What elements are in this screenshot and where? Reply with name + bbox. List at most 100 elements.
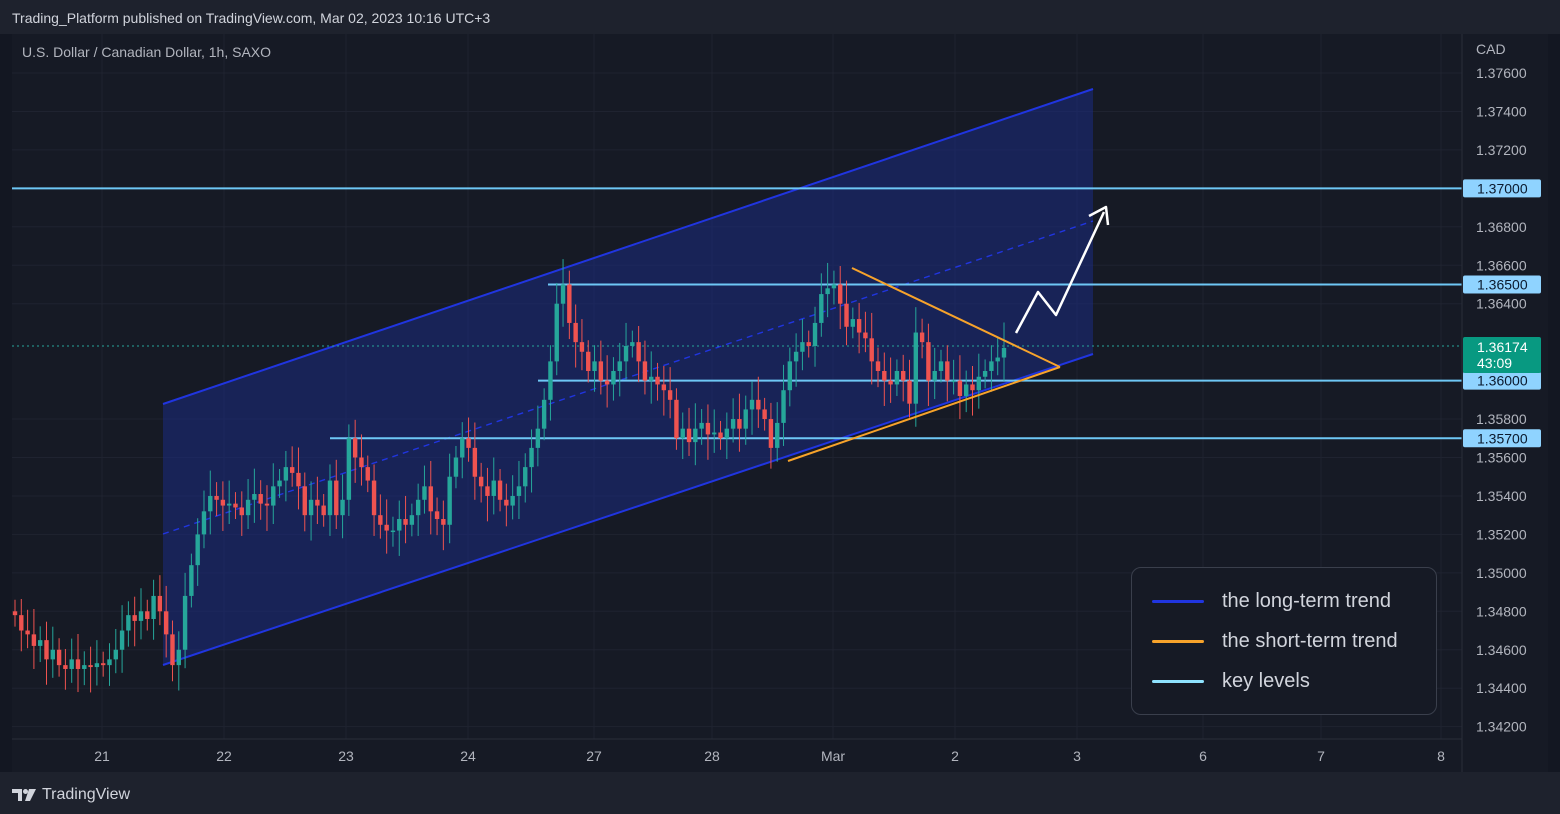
candle-body	[762, 409, 767, 420]
candle-body	[126, 615, 131, 631]
price-tick-label: 1.36400	[1476, 296, 1527, 312]
candle-body	[730, 419, 736, 429]
candle-body	[812, 322, 818, 346]
candle-body	[378, 515, 383, 525]
legend-label: the long-term trend	[1222, 590, 1391, 612]
legend-item-key-levels: key levels	[1152, 670, 1310, 693]
candle-body	[182, 595, 188, 650]
candle-body	[926, 342, 931, 381]
symbol-title[interactable]: U.S. Dollar / Canadian Dollar, 1h, SAXO	[22, 44, 272, 60]
candle-body	[667, 390, 673, 400]
key-level-lines	[12, 187, 1462, 440]
key-level-labels: 1.37000 1.36500 1.36000 1.35700	[1463, 179, 1541, 448]
candle-body	[289, 467, 295, 473]
candle-body	[718, 432, 723, 439]
candle-body	[686, 428, 692, 443]
candle-body	[397, 519, 402, 531]
candle-body	[447, 476, 452, 525]
time-tick-label: 23	[338, 748, 354, 764]
candle-body	[573, 322, 578, 343]
channel-upper-line	[162, 88, 1094, 405]
candle-body	[138, 611, 144, 621]
candle-body	[712, 432, 717, 435]
candle-body	[579, 342, 585, 352]
key-level-badge	[1463, 275, 1541, 294]
candle-body	[548, 361, 553, 400]
price-tick-label: 1.34600	[1476, 642, 1527, 658]
candle-body	[176, 649, 181, 666]
candle-body	[100, 663, 106, 666]
candle-body	[932, 370, 937, 381]
candles	[12, 259, 1007, 693]
candle-body	[856, 319, 862, 333]
candle-body	[340, 499, 345, 516]
candle-body	[157, 595, 163, 612]
candle-body	[995, 357, 1000, 362]
time-tick-label: 6	[1199, 748, 1207, 764]
candle-body	[516, 486, 522, 496]
candle-body	[838, 284, 843, 304]
candle-body	[541, 399, 547, 429]
price-tick-label: 1.34800	[1476, 603, 1527, 619]
key-level-value: 1.35700	[1477, 430, 1528, 446]
candle-body	[806, 342, 811, 346]
candle-body	[460, 438, 465, 458]
candle-body	[441, 519, 446, 525]
price-tick-label: 1.35400	[1476, 488, 1527, 504]
candle-body	[327, 480, 333, 516]
candle-body	[384, 524, 389, 531]
tradingview-brand[interactable]: TradingView	[12, 786, 130, 804]
price-tick-label: 1.34400	[1476, 680, 1527, 696]
candle-body	[485, 486, 490, 496]
candle-body	[472, 447, 478, 477]
time-tick-label: 24	[460, 748, 476, 764]
bar-countdown: 43:09	[1477, 355, 1512, 371]
candle-body	[970, 384, 975, 391]
time-tick-label: 7	[1317, 748, 1325, 764]
last-price-label: 1.36174 43:09	[1463, 337, 1541, 373]
candle-body	[63, 665, 68, 669]
candle-body	[636, 342, 641, 362]
candle-body	[315, 499, 320, 506]
time-tick-label: 2	[951, 748, 959, 764]
candle-body	[938, 361, 944, 371]
candle-body	[25, 630, 30, 635]
candle-body	[529, 447, 534, 468]
candle-body	[768, 419, 774, 448]
price-tick-label: 1.37400	[1476, 103, 1527, 119]
candle-body	[611, 370, 616, 385]
candle-body	[680, 428, 685, 439]
legend-item-long-term: the long-term trend	[1152, 590, 1391, 613]
time-tick-label: 27	[586, 748, 602, 764]
candle-body	[617, 361, 622, 371]
time-tick-label: 21	[94, 748, 110, 764]
key-level-badge	[1463, 429, 1541, 448]
candle-body	[743, 409, 748, 429]
candle-body	[919, 332, 925, 343]
candle-body	[302, 486, 307, 516]
candle-body	[428, 486, 433, 512]
candle-body	[12, 611, 18, 616]
candle-body	[504, 499, 509, 506]
candle-body	[825, 288, 830, 295]
candle-body	[226, 503, 232, 506]
candle-body	[787, 361, 793, 391]
candle-body	[989, 361, 994, 371]
price-tick-label: 1.36600	[1476, 257, 1527, 273]
candle-body	[44, 640, 49, 660]
candle-body	[208, 495, 213, 512]
candle-body	[19, 615, 24, 631]
candle-body	[523, 467, 528, 487]
triangle-upper-line	[851, 267, 1061, 368]
legend-swatch-key-levels	[1152, 680, 1204, 683]
candle-body	[245, 499, 251, 516]
candle-body	[831, 284, 837, 289]
candle-body	[674, 399, 679, 439]
candle-body	[976, 376, 982, 391]
key-level-value: 1.36500	[1477, 276, 1528, 292]
candle-body	[850, 319, 856, 327]
key-level-value: 1.36000	[1477, 373, 1528, 389]
candle-body	[390, 530, 396, 533]
candle-body	[352, 438, 358, 458]
